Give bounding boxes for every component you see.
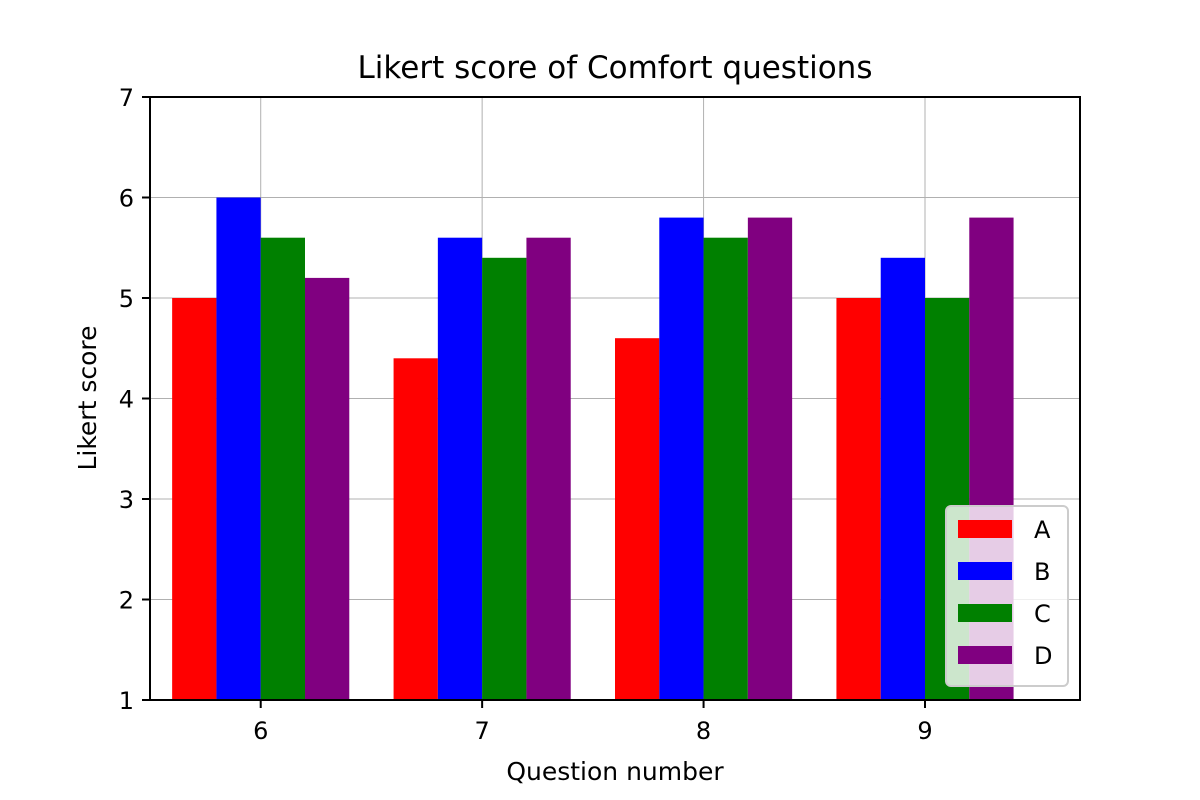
chart-title: Likert score of Comfort questions bbox=[358, 50, 873, 86]
x-tick-label: 6 bbox=[253, 717, 268, 745]
x-tick-label: 7 bbox=[475, 717, 490, 745]
bar-d-q7 bbox=[526, 237, 571, 700]
bar-c-q8 bbox=[703, 237, 748, 700]
bar-a-q7 bbox=[393, 358, 438, 700]
x-tick-label: 8 bbox=[696, 717, 711, 745]
legend-label-d: D bbox=[1034, 642, 1052, 670]
bar-b-q8 bbox=[659, 217, 704, 700]
legend-swatch-b bbox=[958, 562, 1012, 580]
y-tick-label: 3 bbox=[119, 486, 134, 514]
ticks: 1 2 3 4 5 6 7 6 7 8 9 bbox=[119, 84, 933, 745]
bar-c-q6 bbox=[260, 237, 305, 700]
x-axis-label: Question number bbox=[506, 757, 724, 786]
legend-label-a: A bbox=[1034, 516, 1051, 544]
y-tick-label: 5 bbox=[119, 285, 134, 313]
legend-box bbox=[945, 505, 1069, 687]
bars bbox=[172, 197, 1014, 700]
y-tick-label: 7 bbox=[119, 84, 134, 112]
bar-a-q9 bbox=[836, 298, 881, 700]
y-tick-label: 1 bbox=[119, 687, 134, 715]
legend-swatch-c bbox=[958, 604, 1012, 622]
bar-a-q6 bbox=[172, 298, 217, 700]
y-axis-label: Likert score bbox=[73, 325, 102, 470]
x-tick-label: 9 bbox=[917, 717, 932, 745]
bar-a-q8 bbox=[615, 338, 660, 700]
bar-d-q8 bbox=[747, 217, 793, 700]
bar-c-q7 bbox=[482, 257, 527, 700]
bar-b-q7 bbox=[437, 237, 483, 700]
y-tick-label: 4 bbox=[119, 386, 134, 414]
y-tick-label: 6 bbox=[119, 185, 134, 213]
legend-label-b: B bbox=[1034, 558, 1050, 586]
y-tick-label: 2 bbox=[119, 587, 134, 615]
bar-b-q6 bbox=[216, 197, 261, 700]
legend-label-c: C bbox=[1034, 600, 1051, 628]
legend-swatch-a bbox=[958, 520, 1012, 538]
bar-d-q6 bbox=[305, 277, 350, 700]
bar-b-q9 bbox=[880, 257, 925, 700]
legend-swatch-d bbox=[958, 646, 1012, 664]
